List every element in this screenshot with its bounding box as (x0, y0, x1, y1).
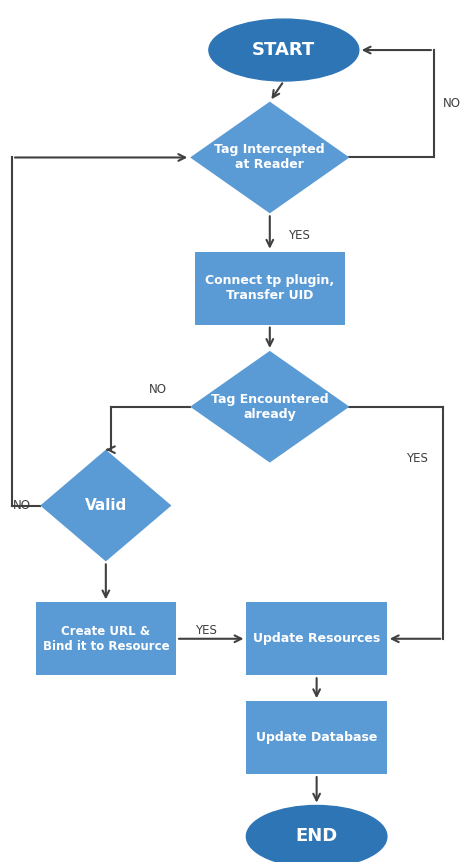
Text: YES: YES (406, 452, 428, 465)
Text: END: END (295, 828, 338, 845)
Polygon shape (40, 450, 172, 561)
Text: NO: NO (149, 383, 167, 396)
Text: Connect tp plugin,
Transfer UID: Connect tp plugin, Transfer UID (205, 274, 334, 302)
Text: Tag Intercepted
at Reader: Tag Intercepted at Reader (214, 144, 325, 171)
Text: Create URL &
Bind it to Resource: Create URL & Bind it to Resource (43, 625, 169, 653)
Text: START: START (252, 41, 316, 59)
Text: YES: YES (195, 624, 217, 637)
Ellipse shape (246, 805, 387, 865)
Polygon shape (190, 351, 349, 463)
Text: Update Resources: Update Resources (253, 632, 380, 645)
Polygon shape (190, 101, 349, 214)
Text: NO: NO (443, 97, 461, 110)
FancyBboxPatch shape (246, 602, 387, 676)
FancyBboxPatch shape (195, 252, 345, 324)
Text: Valid: Valid (85, 498, 127, 513)
Text: Tag Encountered
already: Tag Encountered already (211, 393, 328, 420)
Text: Update Database: Update Database (256, 731, 377, 744)
Ellipse shape (209, 19, 359, 81)
FancyBboxPatch shape (36, 602, 176, 676)
Text: YES: YES (289, 229, 310, 242)
FancyBboxPatch shape (246, 701, 387, 774)
Text: NO: NO (13, 499, 31, 512)
